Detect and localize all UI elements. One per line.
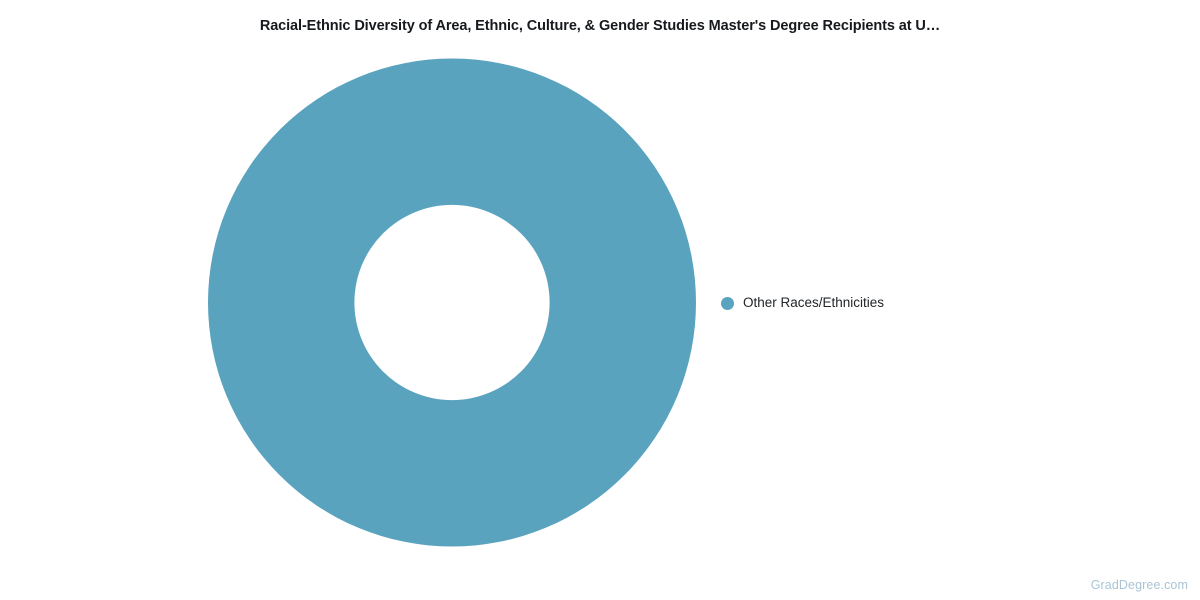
pie-slice-other-races-ethnicities[interactable] xyxy=(208,58,696,547)
legend-item-other-races-ethnicities[interactable]: Other Races/Ethnicities xyxy=(721,294,884,312)
donut-svg xyxy=(208,58,696,547)
chart-legend: Other Races/Ethnicities xyxy=(721,294,884,312)
chart-title: Racial-Ethnic Diversity of Area, Ethnic,… xyxy=(259,18,941,34)
donut-plot-area xyxy=(208,58,696,547)
legend-marker-circle-icon xyxy=(721,296,734,310)
legend-item-label: Other Races/Ethnicities xyxy=(743,295,885,310)
watermark-graddegree: GradDegree.com xyxy=(1090,578,1188,592)
